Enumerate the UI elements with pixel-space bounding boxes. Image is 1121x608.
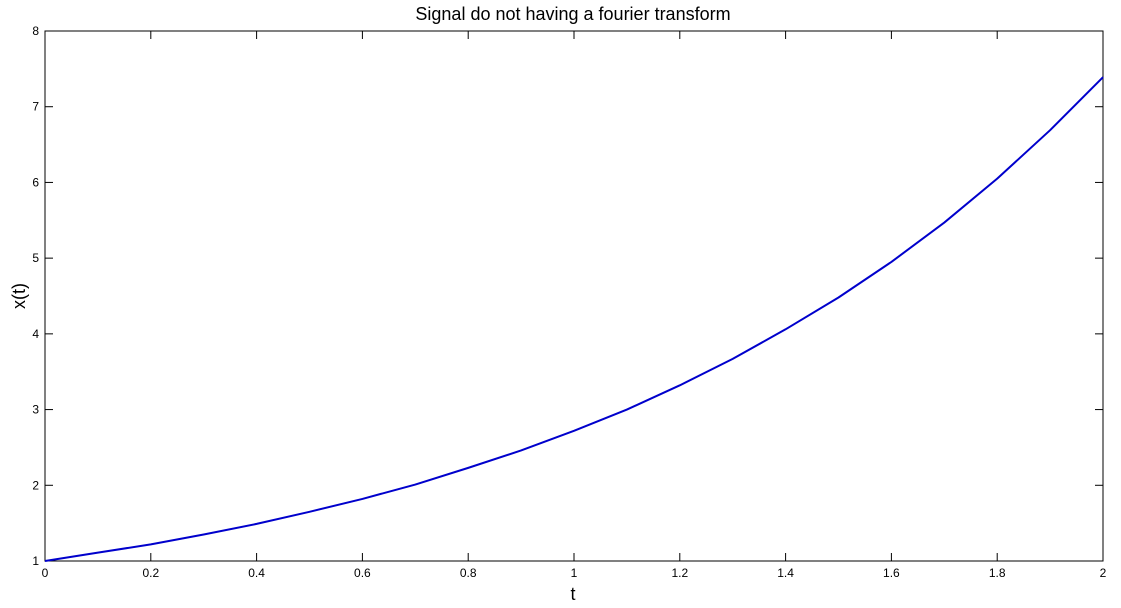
x-tick-label: 1.2 <box>671 566 688 580</box>
plot-area <box>44 30 1104 562</box>
chart-title: Signal do not having a fourier transform <box>415 4 730 24</box>
x-tick-label: 1.6 <box>883 566 900 580</box>
x-tick-label: 1.8 <box>989 566 1006 580</box>
x-tick-label: 1 <box>571 566 578 580</box>
x-tick-label: 0 <box>42 566 49 580</box>
y-tick-label: 7 <box>32 100 39 114</box>
x-tick-label: 2 <box>1100 566 1107 580</box>
y-tick-label: 3 <box>32 403 39 417</box>
x-tick-label: 1.4 <box>777 566 794 580</box>
y-tick-label: 2 <box>32 478 39 492</box>
y-tick-label: 5 <box>32 251 39 265</box>
series-line-0 <box>44 76 1104 562</box>
x-tick-label: 0.4 <box>248 566 265 580</box>
x-axis-label: t <box>570 584 575 604</box>
y-tick-label: 1 <box>32 554 39 568</box>
y-axis-label: x(t) <box>9 283 29 309</box>
series-layer <box>44 76 1104 562</box>
x-tick-label: 0.6 <box>354 566 371 580</box>
x-tick-label: 0.2 <box>142 566 159 580</box>
axis-ticks: 0 0.2 0.4 0.6 0.8 1 1.2 1.4 1.6 1.8 2 1 2 3 4 5 6 7 8 <box>32 24 1106 580</box>
x-tick-label: 0.8 <box>460 566 477 580</box>
y-tick-label: 8 <box>32 24 39 38</box>
y-tick-label: 4 <box>32 327 39 341</box>
y-tick-label: 6 <box>32 175 39 189</box>
